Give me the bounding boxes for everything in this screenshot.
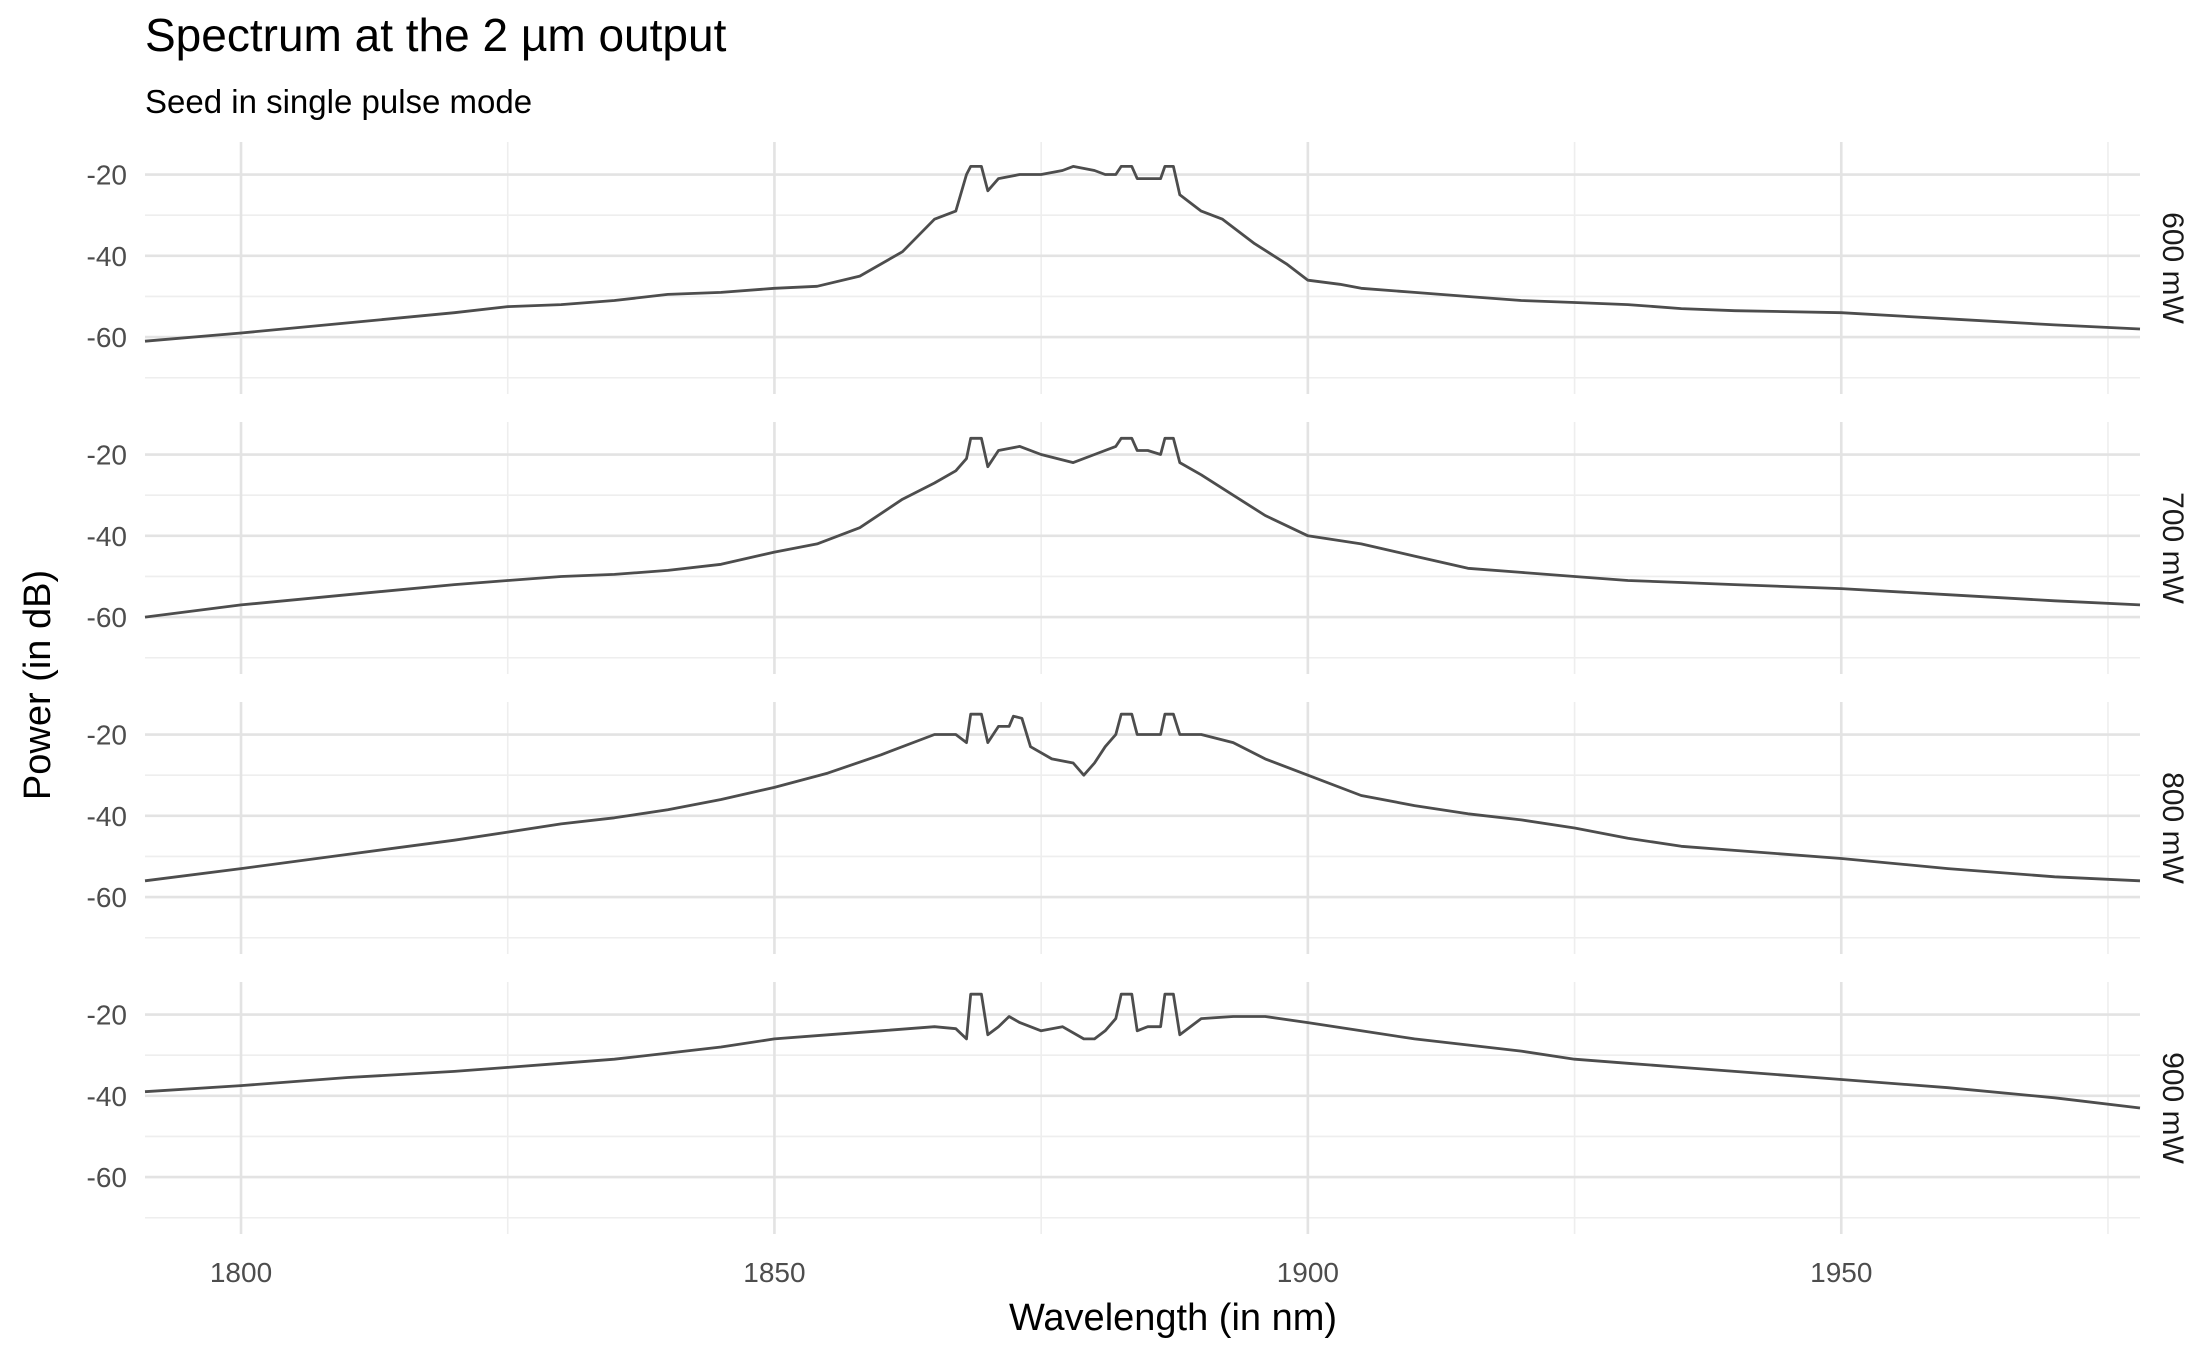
y-tick-label: -40 bbox=[87, 801, 127, 832]
series-line-900-mw bbox=[144, 992, 2141, 1110]
y-tick-label: -40 bbox=[87, 521, 127, 552]
y-axis-title: Power (in dB) bbox=[17, 570, 59, 800]
y-tick-label: -60 bbox=[87, 602, 127, 633]
x-axis-title: Wavelength (in nm) bbox=[1009, 1297, 1337, 1339]
x-tick-label: 1800 bbox=[210, 1257, 272, 1288]
x-tick-label: 1900 bbox=[1277, 1257, 1339, 1288]
grid-layer bbox=[145, 142, 2140, 1234]
facet-label-700-mw: 700 mW bbox=[2156, 492, 2189, 604]
chart-title: Spectrum at the 2 µm output bbox=[145, 9, 727, 61]
x-tick-label: 1950 bbox=[1810, 1257, 1872, 1288]
y-tick-label: -20 bbox=[87, 1000, 127, 1031]
y-tick-label: -60 bbox=[87, 882, 127, 913]
series-line-700-mw bbox=[144, 436, 2141, 619]
series-line-800-mw bbox=[144, 712, 2141, 883]
tick-layer: -20 -40 -60 -20 -40 -60 -20 -40 -60 -20 -40 -60 1800… bbox=[87, 160, 1873, 1288]
y-tick-label: -40 bbox=[87, 241, 127, 272]
series-layer bbox=[144, 165, 2141, 1110]
x-tick-label: 1850 bbox=[743, 1257, 805, 1288]
facet-label-900-mw: 900 mW bbox=[2156, 1052, 2189, 1164]
y-tick-label: -20 bbox=[87, 720, 127, 751]
facet-label-800-mw: 800 mW bbox=[2156, 772, 2189, 884]
series-line-600-mw bbox=[144, 165, 2141, 343]
y-tick-label: -20 bbox=[87, 440, 127, 471]
y-tick-label: -20 bbox=[87, 160, 127, 191]
chart-subtitle: Seed in single pulse mode bbox=[145, 83, 533, 120]
strip-label-layer: 600 mW 700 mW 800 mW 900 mW bbox=[2156, 212, 2189, 1164]
facet-label-600-mw: 600 mW bbox=[2156, 212, 2189, 324]
y-tick-label: -60 bbox=[87, 1162, 127, 1193]
y-tick-label: -40 bbox=[87, 1081, 127, 1112]
y-tick-label: -60 bbox=[87, 322, 127, 353]
